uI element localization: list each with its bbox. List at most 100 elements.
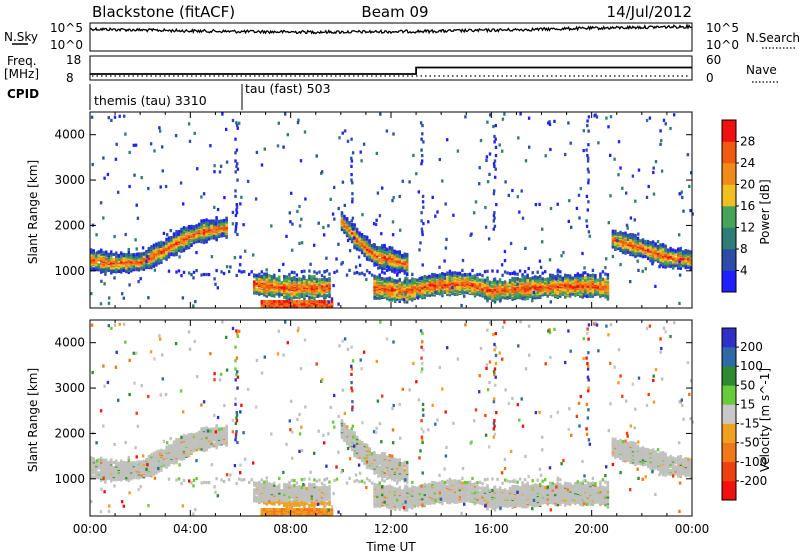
power-cell — [363, 273, 366, 277]
power-cell — [579, 273, 582, 277]
power-cell — [375, 151, 378, 155]
power-cell — [300, 270, 304, 274]
power-cell — [652, 192, 656, 196]
power-cell — [624, 244, 627, 248]
power-cell — [315, 154, 318, 158]
power-cell — [576, 275, 579, 279]
power-cell — [165, 239, 168, 243]
power-cell — [178, 247, 181, 251]
noise-left-tick-top: 10^5 — [50, 21, 83, 35]
power-cell — [396, 271, 399, 275]
power-cell — [323, 275, 326, 279]
power-cell — [120, 251, 123, 255]
power-cell — [100, 256, 103, 260]
power-cell — [431, 275, 434, 279]
power-cell — [664, 248, 667, 252]
velocity-cell — [100, 468, 103, 472]
power-cell — [350, 219, 353, 223]
power-cell — [155, 252, 158, 256]
frequency-line — [90, 66, 692, 75]
power-cell — [641, 250, 645, 254]
power-cell — [175, 232, 178, 236]
power-cell — [516, 282, 519, 286]
power-cell — [290, 270, 294, 274]
power-cell — [348, 224, 351, 228]
power-cell — [135, 268, 138, 272]
power-cell — [631, 239, 635, 243]
power-cell — [360, 249, 364, 253]
power-cell — [458, 284, 462, 289]
power-cell — [571, 276, 574, 280]
power-cell — [531, 271, 534, 275]
power-cell — [379, 112, 382, 116]
power-cell — [225, 216, 228, 220]
power-cell — [296, 121, 300, 125]
power-cell — [270, 224, 273, 228]
power-cell — [408, 279, 411, 283]
power-cell — [420, 276, 423, 280]
power-cell — [386, 284, 389, 288]
power-cell — [210, 219, 213, 223]
power-cell — [160, 253, 163, 257]
power-cell — [649, 252, 652, 256]
power-cell — [205, 272, 208, 277]
power-cell — [128, 283, 131, 287]
power-cell — [548, 120, 551, 124]
power-cell — [587, 200, 590, 204]
power-cell — [260, 163, 264, 167]
power-cell — [333, 270, 336, 275]
power-cell — [468, 276, 472, 280]
power-cell — [659, 253, 662, 257]
power-cell — [587, 115, 591, 119]
power-cell — [172, 232, 176, 236]
power-cell — [295, 273, 299, 277]
power-cell — [503, 286, 507, 290]
power-cell — [157, 258, 160, 263]
power-cell — [411, 272, 414, 276]
power-cell — [461, 268, 464, 272]
power-cell — [359, 150, 362, 154]
power-cell — [298, 224, 302, 228]
power-cell — [689, 256, 692, 260]
power-cell — [341, 261, 344, 265]
noise-left-tick-bottom: 10^0 — [50, 38, 83, 52]
power-cell — [491, 269, 494, 273]
power-cell — [659, 243, 662, 247]
power-cell — [234, 213, 238, 217]
power-cell — [202, 192, 206, 196]
power-cell — [180, 274, 183, 278]
power-cell — [381, 270, 384, 274]
power-cell — [485, 155, 489, 159]
power-cell — [235, 211, 239, 215]
power-cell — [646, 256, 650, 261]
power-cell — [421, 154, 424, 158]
power-cell — [624, 242, 627, 246]
power-cell — [328, 272, 331, 276]
power-cell — [97, 254, 100, 258]
power-cell — [604, 278, 607, 282]
power-cell — [586, 277, 590, 281]
power-cell — [555, 277, 558, 281]
power-cell — [524, 246, 527, 250]
power-cell — [398, 295, 401, 299]
power-cell — [383, 271, 386, 275]
power-cell — [222, 221, 226, 226]
power-cell — [549, 206, 553, 211]
power-cell — [373, 295, 377, 299]
power-cell — [145, 263, 148, 267]
power-cell — [584, 275, 587, 280]
power-cell — [566, 283, 569, 287]
power-cell — [200, 195, 203, 199]
power-cell — [142, 254, 146, 258]
power-cell — [172, 248, 176, 252]
power-cell — [661, 252, 665, 256]
power-cell — [273, 288, 276, 292]
power-cell — [157, 256, 161, 260]
power-cell — [611, 242, 615, 246]
power-cell — [587, 143, 590, 147]
power-cell — [200, 219, 203, 223]
power-cell — [416, 278, 419, 282]
power-cell — [150, 247, 153, 251]
power-cell — [372, 222, 376, 226]
power-cell — [190, 232, 193, 236]
